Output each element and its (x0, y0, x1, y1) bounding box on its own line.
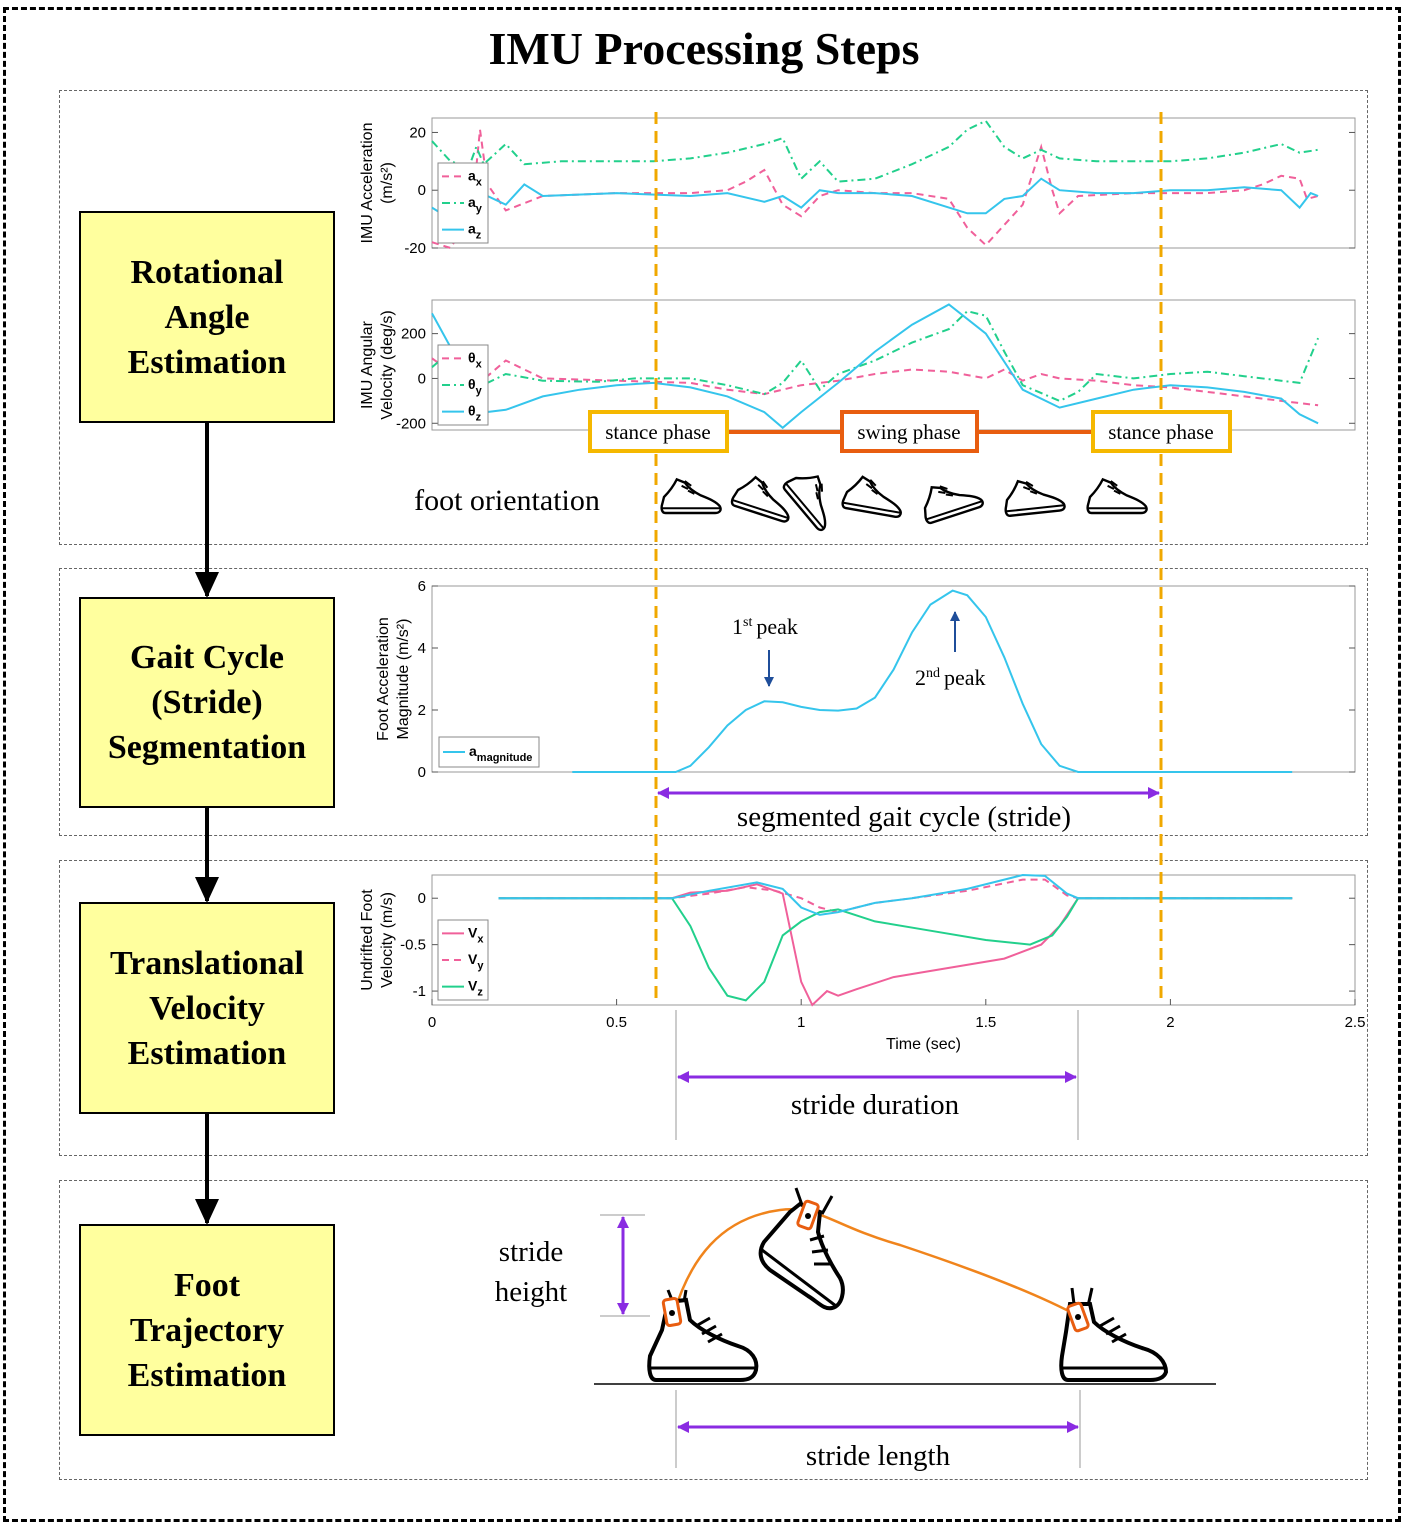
series-line-3-3 (498, 873, 1293, 916)
legend-label-1-1: θy (468, 376, 483, 397)
trajectory-shoe-mid (758, 1187, 845, 1311)
legend-label-1-2: θz (468, 403, 482, 424)
ytick-label-3-0: -1 (413, 983, 426, 1000)
series-line-0-1 (431, 119, 1319, 183)
ytick-label-1-2: 200 (401, 326, 426, 343)
panel-segmentation (59, 568, 1368, 836)
xtick-label-5: 2.5 (1345, 1014, 1366, 1031)
xtick-label-3: 1.5 (975, 1014, 996, 1031)
panel-rotational (59, 90, 1368, 545)
legend-label-1-0: θx (468, 349, 483, 370)
panel-velocity (59, 860, 1368, 1156)
stride-height-label-2: height (495, 1276, 568, 1308)
ylabel-0-0: IMU Acceleration (359, 123, 376, 244)
shoe-icon-1 (660, 478, 722, 515)
series-line-1-1 (431, 310, 1320, 402)
legend-label-0-0: ax (468, 167, 483, 188)
ytick-label-2-2: 4 (418, 640, 426, 657)
trajectory-shoe-right (1059, 1287, 1169, 1382)
panel-trajectory (59, 1180, 1368, 1480)
ytick-label-1-1: 0 (418, 370, 426, 387)
series-line-0-2 (431, 177, 1319, 221)
shoe-icon-6 (1001, 475, 1067, 518)
series-line-1-0 (431, 357, 1319, 407)
ytick-label-0-1: 0 (418, 182, 426, 199)
legend-label-3-0: Vx (468, 924, 484, 945)
ytick-label-2-0: 0 (418, 764, 426, 781)
ylabel-1-0: IMU Angular (359, 320, 376, 409)
page-title: IMU Processing Steps (488, 23, 920, 74)
shoe-icon-7 (1086, 478, 1148, 515)
series-line-1-2 (431, 303, 1319, 430)
stance-phase-label-2: stance phase (1108, 420, 1214, 444)
ytick-label-1-0: -200 (396, 415, 426, 432)
xtick-label-4: 2 (1166, 1014, 1174, 1031)
step-gait-segmentation: Gait Cycle (Stride) Segmentation (79, 597, 335, 808)
ytick-label-3-2: 0 (418, 890, 426, 907)
ylabel-3-1: Velocity (m/s) (379, 892, 396, 988)
ytick-label-0-2: 20 (409, 124, 426, 141)
ytick-label-2-1: 2 (418, 702, 426, 719)
stride-duration-label: stride duration (791, 1089, 960, 1121)
ylabel-2-1: Magnitude (m/s²) (395, 619, 412, 740)
peak2-label: 2nd peak (915, 665, 986, 690)
peak1-label: 1st peak (732, 614, 798, 639)
ytick-label-0-0: -20 (404, 240, 426, 257)
series-line-0-0 (431, 129, 1319, 250)
segmented-gait-label: segmented gait cycle (stride) (737, 801, 1071, 833)
step-foot-trajectory: Foot Trajectory Estimation (79, 1224, 335, 1436)
ylabel-1-1: Velocity (deg/s) (379, 310, 396, 419)
legend-label-0-2: az (468, 221, 482, 242)
shoe-icon-3 (781, 463, 848, 533)
step-translational-velocity: Translational Velocity Estimation (79, 902, 335, 1114)
foot-orientation-label: foot orientation (414, 484, 600, 517)
foot-trajectory-curve (672, 1208, 1079, 1318)
swing-phase-box (840, 410, 979, 453)
ylabel-2-0: Foot Acceleration (375, 617, 392, 741)
step-rotational-angle: Rotational Angle Estimation (79, 211, 335, 423)
stance-phase-label-1: stance phase (605, 420, 711, 444)
xaxis-label: Time (sec) (886, 1036, 961, 1053)
legend-label-2-0: amagnitude (469, 743, 532, 764)
ytick-label-3-1: -0.5 (400, 937, 426, 954)
legend-label-3-1: Vy (468, 951, 484, 972)
ytick-label-2-3: 6 (418, 578, 426, 595)
outer-frame (3, 7, 1401, 1522)
plot-frame-velocity (431, 874, 1356, 1006)
stance-phase-box-1 (588, 410, 729, 453)
xtick-label-1: 0.5 (606, 1014, 627, 1031)
xtick-label-2: 1 (797, 1014, 805, 1031)
trajectory-shoe-left (647, 1289, 759, 1382)
series-line-3-2 (498, 897, 1293, 1002)
shoe-icon-5 (916, 472, 985, 526)
swing-phase-label: swing phase (857, 420, 960, 444)
legend-label-0-1: ay (468, 194, 483, 215)
legend-label-3-2: Vz (468, 978, 483, 999)
plot-frame-acceleration (431, 117, 1356, 249)
series-line-2-0 (572, 589, 1293, 773)
series-line-3-1 (498, 878, 1293, 914)
shoe-icon-2 (729, 471, 799, 524)
ylabel-3-0: Undrifted Foot (359, 889, 376, 991)
xtick-label-0: 0 (428, 1014, 436, 1031)
stride-height-label-1: stride (499, 1236, 563, 1268)
plot-frame-acc-magnitude (431, 585, 1356, 773)
stride-length-label: stride length (806, 1440, 951, 1472)
series-line-3-0 (498, 883, 1293, 1007)
ylabel-0-1: (m/s²) (379, 162, 396, 204)
stance-phase-box-2 (1091, 410, 1232, 453)
shoe-icon-4 (840, 473, 907, 519)
